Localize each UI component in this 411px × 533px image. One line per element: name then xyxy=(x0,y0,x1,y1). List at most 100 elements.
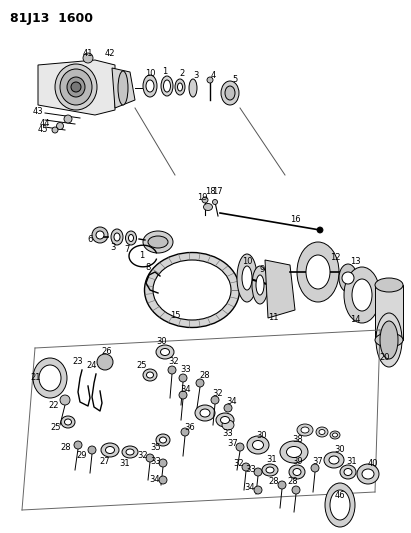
Text: 1: 1 xyxy=(162,68,168,77)
Text: 33: 33 xyxy=(246,464,256,473)
Circle shape xyxy=(168,366,176,374)
Circle shape xyxy=(146,454,154,462)
Ellipse shape xyxy=(316,427,328,437)
Ellipse shape xyxy=(242,266,252,290)
Ellipse shape xyxy=(376,313,402,367)
Polygon shape xyxy=(38,60,115,115)
Ellipse shape xyxy=(222,420,234,430)
Ellipse shape xyxy=(145,253,240,327)
Ellipse shape xyxy=(118,71,128,105)
Circle shape xyxy=(56,123,64,130)
Ellipse shape xyxy=(297,424,313,436)
Ellipse shape xyxy=(286,447,302,457)
Circle shape xyxy=(254,468,262,476)
Ellipse shape xyxy=(330,490,350,520)
Text: 9: 9 xyxy=(259,265,265,274)
Text: 45: 45 xyxy=(38,125,48,134)
Text: 10: 10 xyxy=(145,69,155,78)
Circle shape xyxy=(212,199,217,205)
Ellipse shape xyxy=(65,419,72,425)
Ellipse shape xyxy=(101,443,119,457)
Circle shape xyxy=(342,272,354,284)
Circle shape xyxy=(202,197,208,203)
Text: 31: 31 xyxy=(120,458,130,467)
Text: 32: 32 xyxy=(138,450,148,459)
Circle shape xyxy=(92,227,108,243)
Text: 31: 31 xyxy=(347,457,357,466)
Text: 30: 30 xyxy=(335,446,345,455)
Text: 14: 14 xyxy=(350,316,360,325)
Text: 6: 6 xyxy=(87,236,93,245)
Text: 22: 22 xyxy=(49,400,59,409)
Polygon shape xyxy=(112,68,135,108)
Text: 37: 37 xyxy=(313,457,323,466)
Text: 12: 12 xyxy=(330,254,340,262)
Text: 25: 25 xyxy=(51,424,61,432)
Text: 32: 32 xyxy=(169,358,179,367)
Circle shape xyxy=(97,354,113,370)
Text: 43: 43 xyxy=(33,108,43,117)
Circle shape xyxy=(254,486,262,494)
Ellipse shape xyxy=(375,333,403,347)
Text: 3: 3 xyxy=(110,244,115,253)
Ellipse shape xyxy=(252,266,268,304)
Text: 27: 27 xyxy=(100,457,110,466)
Ellipse shape xyxy=(352,279,372,311)
Text: 36: 36 xyxy=(185,424,195,432)
Ellipse shape xyxy=(161,349,169,356)
Circle shape xyxy=(52,127,58,133)
Text: 25: 25 xyxy=(137,361,147,370)
Text: 29: 29 xyxy=(77,451,87,461)
Circle shape xyxy=(96,231,104,239)
Text: 23: 23 xyxy=(73,358,83,367)
Ellipse shape xyxy=(319,430,325,434)
Text: 28: 28 xyxy=(61,443,72,453)
Text: 37: 37 xyxy=(228,439,238,448)
Ellipse shape xyxy=(111,229,123,245)
Text: 34: 34 xyxy=(181,385,191,394)
Ellipse shape xyxy=(203,204,212,211)
Text: 17: 17 xyxy=(212,188,222,197)
Text: 19: 19 xyxy=(197,193,207,203)
Circle shape xyxy=(159,476,167,484)
Ellipse shape xyxy=(129,235,134,241)
Ellipse shape xyxy=(301,427,309,433)
Circle shape xyxy=(211,396,219,404)
Ellipse shape xyxy=(344,469,352,475)
Text: 28: 28 xyxy=(269,478,279,487)
Ellipse shape xyxy=(143,75,157,97)
Text: 46: 46 xyxy=(335,490,345,499)
Ellipse shape xyxy=(39,365,61,391)
Text: 34: 34 xyxy=(245,483,255,492)
Text: 34: 34 xyxy=(227,398,237,407)
Ellipse shape xyxy=(55,64,97,110)
Text: 5: 5 xyxy=(232,75,238,84)
Text: 44: 44 xyxy=(40,118,50,127)
Ellipse shape xyxy=(247,436,269,454)
Circle shape xyxy=(60,395,70,405)
Text: 40: 40 xyxy=(368,458,378,467)
Ellipse shape xyxy=(339,264,357,292)
Ellipse shape xyxy=(60,69,92,105)
Circle shape xyxy=(74,441,82,449)
Text: 31: 31 xyxy=(267,456,277,464)
Text: 34: 34 xyxy=(150,474,160,483)
Ellipse shape xyxy=(146,80,154,92)
Ellipse shape xyxy=(344,267,380,323)
Ellipse shape xyxy=(178,83,182,91)
Text: 11: 11 xyxy=(268,313,278,322)
Ellipse shape xyxy=(148,236,168,248)
Circle shape xyxy=(207,77,213,83)
Text: 32: 32 xyxy=(234,458,244,467)
Ellipse shape xyxy=(175,79,185,95)
Ellipse shape xyxy=(159,437,166,443)
Ellipse shape xyxy=(122,446,138,458)
Text: 21: 21 xyxy=(31,374,41,383)
Ellipse shape xyxy=(262,464,278,476)
Text: 30: 30 xyxy=(157,337,167,346)
Ellipse shape xyxy=(266,467,274,473)
Text: 33: 33 xyxy=(180,366,192,375)
Ellipse shape xyxy=(164,80,171,92)
Ellipse shape xyxy=(106,447,115,454)
Circle shape xyxy=(64,115,72,123)
